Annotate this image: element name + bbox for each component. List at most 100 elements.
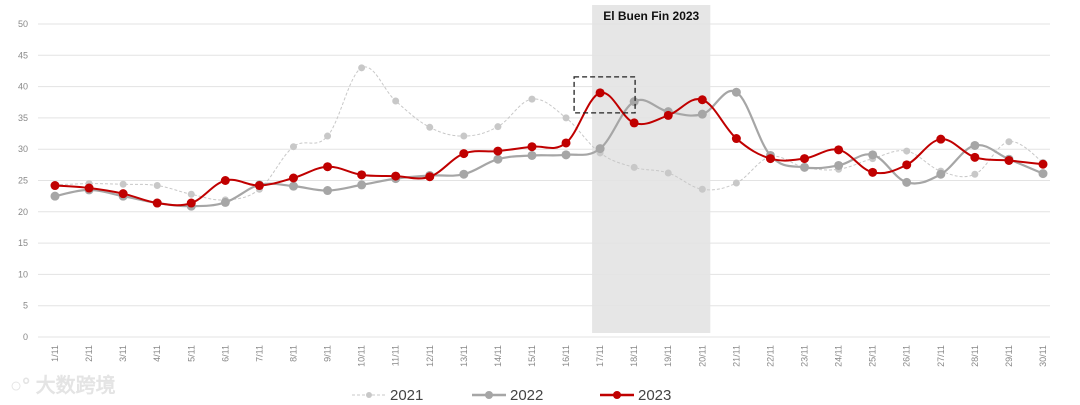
x-tick-label: 16/11 bbox=[561, 345, 571, 367]
data-point bbox=[903, 147, 911, 155]
data-point bbox=[357, 170, 367, 180]
data-point bbox=[493, 146, 503, 156]
data-point bbox=[936, 134, 946, 144]
data-point bbox=[118, 189, 128, 199]
y-tick-label: 45 bbox=[18, 50, 28, 60]
data-point bbox=[1038, 169, 1048, 179]
x-tick-label: 25/11 bbox=[868, 345, 878, 367]
data-point bbox=[595, 88, 605, 98]
data-point bbox=[527, 150, 537, 160]
data-point bbox=[288, 173, 298, 183]
x-tick-label: 7/11 bbox=[254, 345, 264, 362]
data-point bbox=[324, 132, 332, 140]
data-point bbox=[254, 181, 264, 191]
data-point bbox=[50, 181, 60, 191]
data-point bbox=[970, 140, 980, 150]
data-point bbox=[119, 180, 127, 188]
x-tick-label: 5/11 bbox=[186, 345, 196, 362]
data-point bbox=[902, 177, 912, 187]
x-tick-label: 9/11 bbox=[323, 345, 333, 362]
data-point bbox=[494, 123, 502, 131]
data-point bbox=[732, 179, 740, 187]
data-point bbox=[868, 150, 878, 160]
data-point bbox=[1005, 138, 1013, 146]
x-tick-label: 18/11 bbox=[629, 345, 639, 367]
data-point bbox=[357, 180, 367, 190]
y-tick-label: 25 bbox=[18, 176, 28, 186]
x-tick-label: 29/11 bbox=[1004, 345, 1014, 367]
legend-marker bbox=[366, 392, 372, 398]
x-tick-label: 8/11 bbox=[288, 345, 298, 362]
x-tick-label: 26/11 bbox=[902, 345, 912, 367]
data-point bbox=[186, 198, 196, 208]
series-2023 bbox=[50, 88, 1048, 208]
data-point bbox=[220, 176, 230, 185]
x-tick-label: 6/11 bbox=[220, 345, 230, 362]
data-point bbox=[392, 97, 400, 105]
series-2021 bbox=[51, 64, 1047, 204]
data-point bbox=[834, 145, 844, 155]
data-point bbox=[629, 118, 639, 128]
x-tick-label: 19/11 bbox=[663, 345, 673, 367]
y-tick-label: 0 bbox=[23, 332, 28, 342]
x-tick-label: 12/11 bbox=[425, 345, 435, 367]
data-point bbox=[731, 134, 741, 144]
x-tick-label: 27/11 bbox=[936, 345, 946, 367]
y-tick-label: 40 bbox=[18, 82, 28, 92]
data-point bbox=[323, 186, 333, 196]
data-point bbox=[765, 154, 775, 164]
data-point bbox=[561, 138, 571, 148]
legend-marker bbox=[613, 391, 621, 399]
y-tick-label: 35 bbox=[18, 113, 28, 123]
legend-label: 2021 bbox=[390, 387, 423, 404]
data-point bbox=[562, 114, 570, 122]
data-point bbox=[800, 154, 810, 164]
x-tick-label: 1/11 bbox=[50, 345, 60, 362]
data-point bbox=[459, 169, 469, 179]
data-point bbox=[152, 198, 162, 208]
data-point bbox=[493, 154, 503, 164]
data-point bbox=[629, 97, 639, 107]
x-tick-label: 10/11 bbox=[357, 345, 367, 367]
data-point bbox=[834, 160, 844, 170]
x-tick-label: 17/11 bbox=[595, 345, 605, 367]
x-tick-label: 21/11 bbox=[731, 345, 741, 367]
y-tick-label: 5 bbox=[23, 301, 28, 311]
data-point bbox=[84, 183, 94, 193]
data-point bbox=[970, 152, 980, 162]
data-point bbox=[697, 95, 707, 105]
legend-label: 2022 bbox=[510, 387, 543, 404]
band-label: El Buen Fin 2023 bbox=[603, 9, 699, 23]
data-point bbox=[50, 191, 60, 201]
data-point bbox=[868, 167, 878, 177]
data-point bbox=[630, 163, 638, 171]
data-point bbox=[288, 181, 298, 191]
data-point bbox=[528, 95, 536, 103]
data-point bbox=[731, 87, 741, 97]
legend-marker bbox=[485, 391, 493, 399]
data-point bbox=[595, 144, 605, 154]
x-tick-label: 23/11 bbox=[800, 345, 810, 367]
x-tick-label: 2/11 bbox=[84, 345, 94, 362]
data-point bbox=[1038, 159, 1048, 169]
y-tick-label: 20 bbox=[18, 207, 28, 217]
x-tick-label: 20/11 bbox=[697, 345, 707, 367]
data-point bbox=[698, 185, 706, 193]
data-point bbox=[220, 197, 230, 207]
data-point bbox=[1004, 155, 1014, 165]
data-point bbox=[459, 149, 469, 159]
legend-label: 2023 bbox=[638, 387, 671, 404]
y-tick-label: 10 bbox=[18, 269, 28, 279]
data-point bbox=[971, 170, 979, 178]
y-tick-label: 30 bbox=[18, 144, 28, 154]
x-tick-label: 15/11 bbox=[527, 345, 537, 367]
x-tick-label: 11/11 bbox=[391, 345, 401, 366]
x-tick-label: 22/11 bbox=[765, 345, 775, 367]
data-point bbox=[323, 162, 333, 172]
data-point bbox=[664, 169, 672, 177]
x-tick-label: 13/11 bbox=[459, 345, 469, 367]
data-point bbox=[358, 64, 366, 72]
x-tick-label: 30/11 bbox=[1038, 345, 1048, 367]
